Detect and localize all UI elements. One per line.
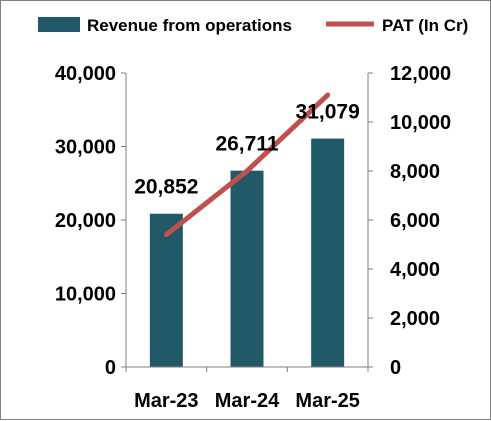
x-tick-label-mar-25: Mar-25 <box>295 390 359 412</box>
data-label-revenue-mar-24: 26,711 <box>215 133 278 156</box>
y-left-tick-label: 20,000 <box>55 210 116 232</box>
y-left-tick-label: 10,000 <box>55 284 116 306</box>
legend-label-revenue: Revenue from operations <box>87 16 292 35</box>
x-tick-label-mar-23: Mar-23 <box>134 390 198 412</box>
bar-mar-23 <box>149 213 183 367</box>
bar-mar-24 <box>230 170 264 367</box>
y-right-tick-label: 8,000 <box>390 161 440 183</box>
bar-mar-25 <box>311 138 345 367</box>
legend-label-pat: PAT (In Cr) <box>382 16 468 35</box>
y-right-tick-label: 12,000 <box>390 63 451 85</box>
y-left-tick-label: 40,000 <box>55 63 116 85</box>
y-right-tick-label: 0 <box>390 357 401 379</box>
x-tick-label-mar-24: Mar-24 <box>215 390 280 412</box>
pat-line <box>163 92 331 238</box>
y-left-tick-label: 0 <box>105 357 116 379</box>
data-label-revenue-mar-25: 31,079 <box>296 101 360 124</box>
data-label-revenue-mar-23: 20,852 <box>134 176 198 199</box>
y-left-tick-label: 30,000 <box>55 137 116 159</box>
legend: Revenue from operations PAT (In Cr) <box>38 16 468 35</box>
y-right-tick-label: 4,000 <box>390 259 440 281</box>
plot-area: 0 10,000 20,000 30,000 40,000 0 2,000 4,000 6,00… <box>55 63 451 412</box>
y-right-tick-label: 6,000 <box>390 210 440 232</box>
legend-swatch-revenue <box>38 17 80 32</box>
y-right-tick-label: 2,000 <box>390 308 440 330</box>
y-right-tick-label: 10,000 <box>390 112 451 134</box>
